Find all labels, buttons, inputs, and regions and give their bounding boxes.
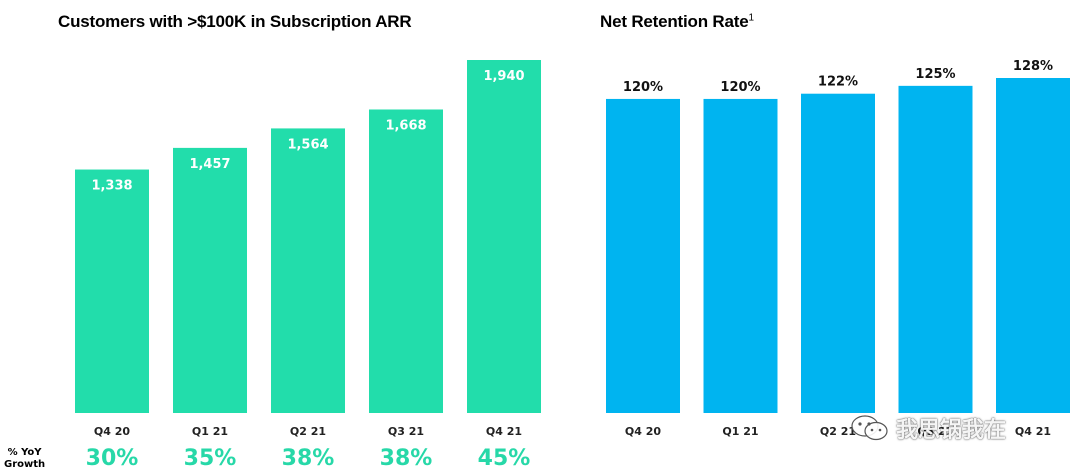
bar-value-label-q1-21: 1,457 [189,157,230,172]
bar-q4-20 [75,169,149,413]
bar-q2-21 [271,128,345,413]
yoy-growth-label-line1: % YoY [7,447,42,458]
x-tick-label-q4-20: Q4 20 [94,425,130,438]
x-tick-label-q4-21: Q4 21 [486,425,522,438]
watermark-text: 我思锅我在 [896,418,1007,443]
customers-bar-chart: 1,338 Q4 20 1,457 Q1 21 1,564 Q2 21 1,668 Q3 21… [75,60,541,438]
bar-value-label-q2-21: 1,564 [287,137,328,152]
x-tick-label-q4-20: Q4 20 [625,425,661,438]
chart-title-customers: Customers with >$100K in Subscription AR… [58,12,412,31]
yoy-growth-value-q4-20: 30% [85,446,139,471]
bar-q4-21 [467,60,541,413]
bar-value-label-q4-21: 128% [1013,59,1053,74]
yoy-growth-value-q1-21: 35% [183,446,237,471]
bar-value-label-q3-21: 125% [915,67,955,82]
x-tick-label-q3-21: Q3 21 [388,425,424,438]
x-tick-label-q2-21: Q2 21 [820,425,856,438]
x-tick-label-q1-21: Q1 21 [722,425,758,438]
watermark: 我思锅我在 [850,412,1006,444]
chart-title-net-retention: Net Retention Rate1 [600,12,754,32]
bar-value-label-q1-21: 120% [720,80,760,95]
x-tick-label-q1-21: Q1 21 [192,425,228,438]
footnote-marker: 1 [748,12,754,24]
x-tick-label-q4-21: Q4 21 [1015,425,1051,438]
yoy-growth-label: % YoY Growth [4,447,45,471]
bar-value-label-q4-20: 120% [623,80,663,95]
bar-value-label-q4-20: 1,338 [91,179,132,194]
bar-q1-21 [703,98,778,413]
bar-q3-21 [369,109,443,413]
bar-q1-21 [173,147,247,413]
chart-title-net-retention-text: Net Retention Rate [600,12,749,31]
x-tick-label-q2-21: Q2 21 [290,425,326,438]
bar-value-label-q4-21: 1,940 [483,69,524,84]
bar-value-label-q2-21: 122% [818,75,858,90]
wechat-icon [850,414,890,442]
x-tick-label-q3-21: Q3 21 [917,425,953,438]
net-retention-bar-chart: 120% Q4 20 120% Q1 21 122% Q2 21 125% Q3 21 128%… [606,59,1070,438]
bar-q3-21 [898,85,973,413]
yoy-growth-label-line2: Growth [4,459,46,470]
bar-q4-21 [996,78,1070,413]
bar-value-label-q3-21: 1,668 [385,118,426,133]
yoy-growth-value-q2-21: 38% [281,446,335,471]
bar-q2-21 [801,93,875,413]
yoy-growth-value-q3-21: 38% [379,446,433,471]
yoy-growth-value-q4-21: 45% [477,446,531,471]
bar-q4-20 [606,98,680,413]
